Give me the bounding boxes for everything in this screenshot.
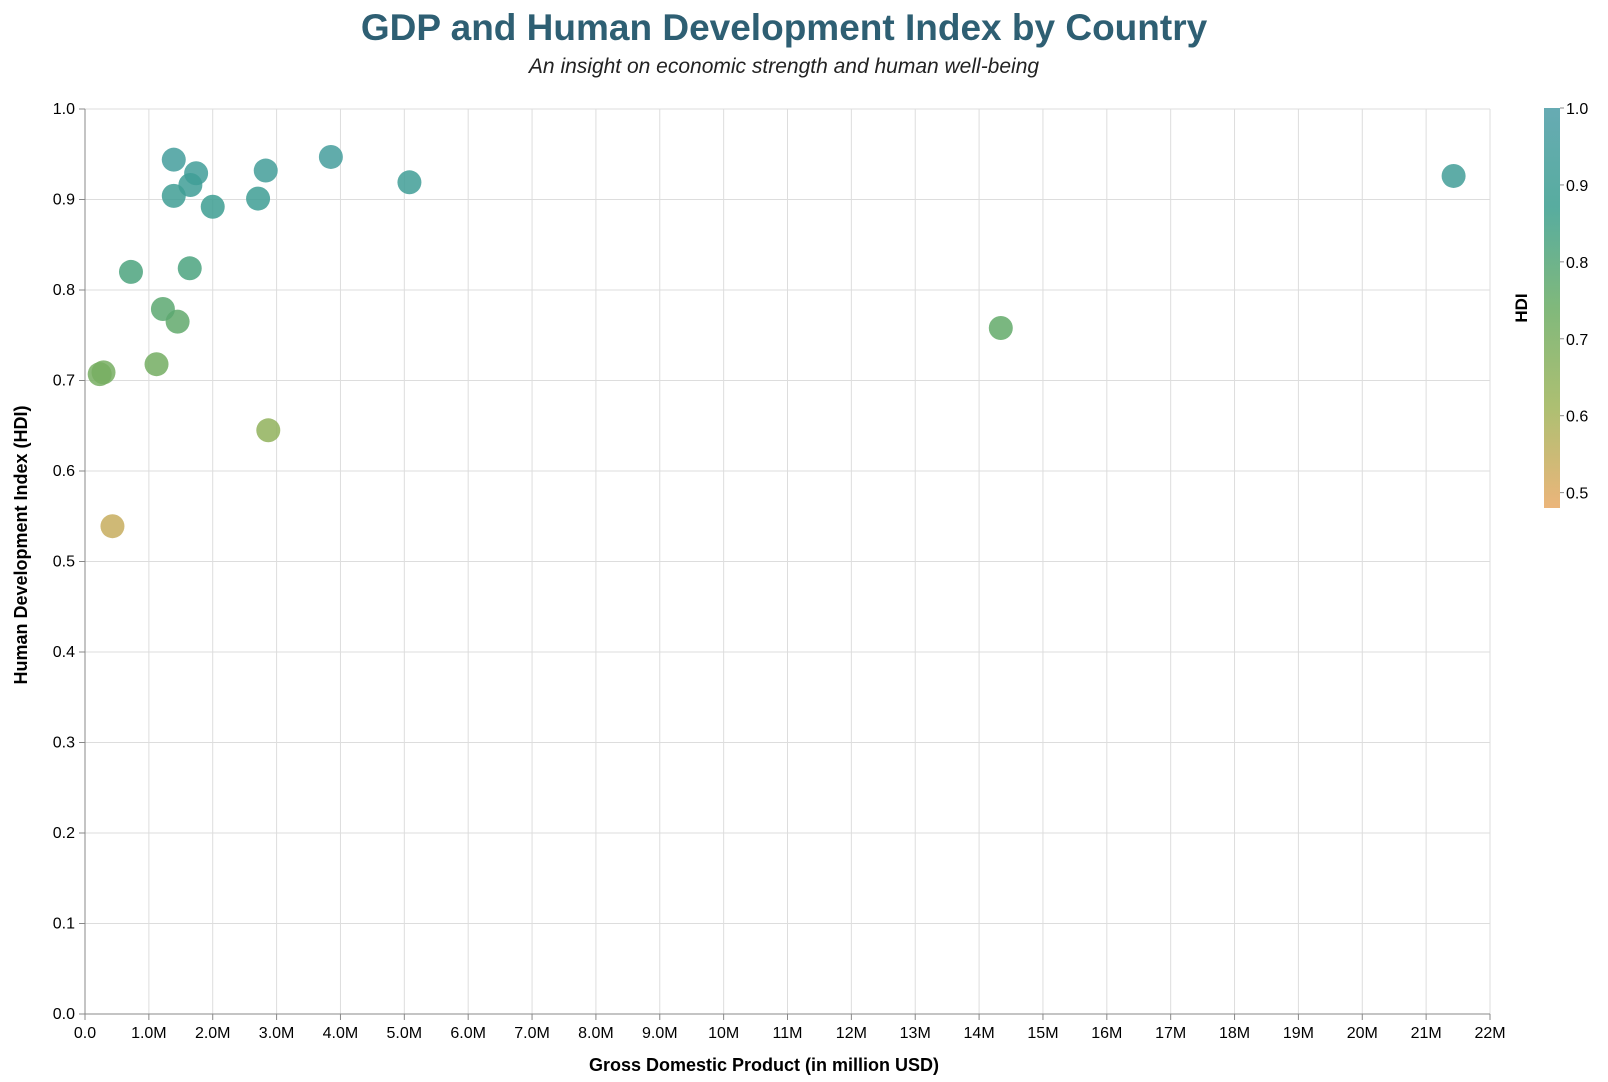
chart-title: GDP and Human Development Index by Count… bbox=[361, 7, 1208, 48]
x-tick-label: 19M bbox=[1283, 1025, 1314, 1042]
data-point[interactable] bbox=[1441, 163, 1466, 188]
data-point[interactable] bbox=[988, 316, 1013, 341]
data-point[interactable] bbox=[397, 170, 422, 195]
y-axis-title: Human Development Index (HDI) bbox=[11, 405, 31, 684]
data-point[interactable] bbox=[150, 297, 175, 322]
y-tick-label: 0.3 bbox=[53, 735, 75, 752]
x-tick-label: 4.0M bbox=[323, 1025, 359, 1042]
x-tick-label: 2.0M bbox=[195, 1025, 231, 1042]
x-tick-label: 17M bbox=[1155, 1025, 1186, 1042]
data-point[interactable] bbox=[87, 362, 112, 387]
legend-label: 0.5 bbox=[1566, 486, 1588, 503]
x-tick-label: 20M bbox=[1347, 1025, 1378, 1042]
legend-label: 1.0 bbox=[1566, 101, 1588, 118]
x-axis-title: Gross Domestic Product (in million USD) bbox=[589, 1055, 939, 1075]
data-point[interactable] bbox=[100, 514, 125, 539]
data-point[interactable] bbox=[161, 183, 186, 208]
data-point[interactable] bbox=[246, 186, 271, 211]
x-tick-label: 21M bbox=[1411, 1025, 1442, 1042]
x-tick-label: 10M bbox=[708, 1025, 739, 1042]
x-tick-label: 7.0M bbox=[514, 1025, 550, 1042]
legend-label: 0.8 bbox=[1566, 255, 1588, 272]
legend-label: 0.6 bbox=[1566, 409, 1588, 426]
x-tick-label: 14M bbox=[964, 1025, 995, 1042]
y-tick-label: 0.7 bbox=[53, 373, 75, 390]
legend-label: 0.9 bbox=[1566, 178, 1588, 195]
x-tick-label: 8.0M bbox=[578, 1025, 614, 1042]
data-point[interactable] bbox=[200, 194, 225, 219]
color-legend: HDI 1.0 0.9 0.8 0.7 0.6 0.5 bbox=[1512, 101, 1588, 508]
x-tick-label: 0.0 bbox=[74, 1025, 96, 1042]
y-tick-label: 0.4 bbox=[53, 644, 75, 661]
y-tick-label: 0.0 bbox=[53, 1006, 75, 1023]
x-tick-label: 22M bbox=[1474, 1025, 1505, 1042]
y-tick-label: 0.9 bbox=[53, 192, 75, 209]
x-tick-label: 12M bbox=[836, 1025, 867, 1042]
x-tick-label: 15M bbox=[1027, 1025, 1058, 1042]
data-point[interactable] bbox=[161, 147, 186, 172]
x-tick-label: 11M bbox=[773, 1025, 803, 1042]
legend-label: 0.7 bbox=[1566, 332, 1588, 349]
x-tick-label: 3.0M bbox=[259, 1025, 295, 1042]
y-tick-label: 0.8 bbox=[53, 282, 75, 299]
y-tick-label: 0.6 bbox=[53, 463, 75, 480]
x-tick-label: 9.0M bbox=[642, 1025, 678, 1042]
data-point[interactable] bbox=[318, 144, 343, 169]
grid bbox=[84, 108, 1491, 1015]
chart-subtitle: An insight on economic strength and huma… bbox=[527, 55, 1039, 78]
data-point[interactable] bbox=[118, 259, 143, 284]
legend-gradient-bar bbox=[1544, 108, 1560, 508]
x-tick-label: 6.0M bbox=[450, 1025, 486, 1042]
axes: 0.0 1.0M 2.0M 3.0M 4.0M 5.0M 6.0M 7.0M 8.0M 9.0M 1… bbox=[53, 101, 1506, 1042]
data-points bbox=[87, 144, 1466, 539]
x-tick-label: 16M bbox=[1091, 1025, 1122, 1042]
y-tick-label: 0.1 bbox=[53, 916, 75, 933]
data-point[interactable] bbox=[256, 418, 281, 443]
y-tick-label: 0.5 bbox=[53, 554, 75, 571]
x-tick-label: 1.0M bbox=[131, 1025, 167, 1042]
data-point[interactable] bbox=[177, 256, 202, 281]
x-tick-label: 18M bbox=[1219, 1025, 1250, 1042]
data-point[interactable] bbox=[144, 352, 169, 377]
y-tick-label: 0.2 bbox=[53, 825, 75, 842]
x-tick-label: 13M bbox=[900, 1025, 931, 1042]
data-point[interactable] bbox=[253, 158, 278, 183]
legend-title: HDI bbox=[1512, 293, 1531, 322]
y-tick-label: 1.0 bbox=[53, 101, 75, 118]
x-tick-label: 5.0M bbox=[387, 1025, 423, 1042]
